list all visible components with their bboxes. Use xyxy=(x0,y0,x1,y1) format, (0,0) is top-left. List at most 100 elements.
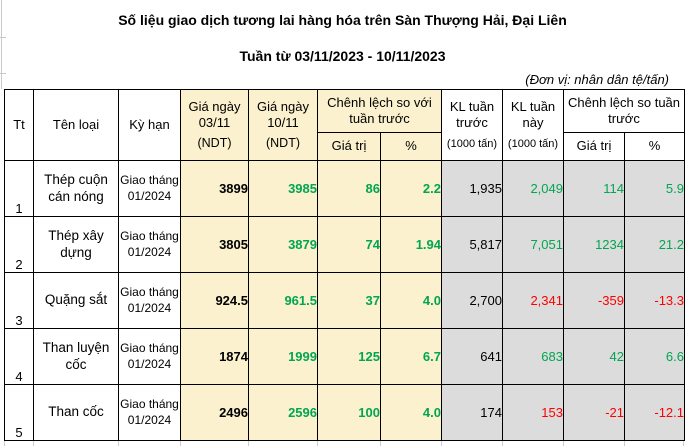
cell-row-number: 2 xyxy=(4,216,34,273)
cell-row-number: 1 xyxy=(4,160,34,217)
col-header-price-diff-group: Chênh lệch so với tuần trước xyxy=(317,89,442,133)
cell-volume-diff-pct: 21.2 xyxy=(624,216,685,273)
cell-volume-now: 2,341 xyxy=(502,272,564,329)
unit-note: (Đơn vị: nhân dân tệ/tấn) xyxy=(525,72,669,87)
cell-price-diff-pct: 4.0 xyxy=(380,384,442,441)
cell-volume-now: 153 xyxy=(502,384,564,441)
page-title: Số liệu giao dịch tương lai hàng hóa trê… xyxy=(118,12,567,28)
sheet-gridline-stub xyxy=(380,441,381,446)
cell-volume-diff-pct: -13.3 xyxy=(624,272,685,329)
sheet-gridline-stub xyxy=(4,441,5,446)
cell-volume-diff-pct: -12.1 xyxy=(624,384,685,441)
header-row-1: Tt Tên loại Kỳ hạn Giá ngày 03/11 (NDT) … xyxy=(4,89,685,161)
cell-contract-term: Giao tháng 01/2024 xyxy=(118,216,181,273)
cell-price-diff-pct: 2.2 xyxy=(380,160,442,217)
cell-commodity-name: Thép xây dựng xyxy=(33,216,119,273)
sheet-gridline-stub xyxy=(683,441,684,446)
col-header-price-diff-value: Giá trị xyxy=(317,132,381,161)
col-header-price-diff-pct: % xyxy=(380,132,442,161)
cell-volume-prev: 1,935 xyxy=(441,160,503,217)
cell-row-number: 4 xyxy=(4,328,34,385)
cell-price-diff-pct: 1.94 xyxy=(380,216,442,273)
cell-price-now: 961.5 xyxy=(248,272,318,329)
cell-price-now: 1999 xyxy=(248,328,318,385)
cell-price-diff-pct: 6.7 xyxy=(380,328,442,385)
col-header-price-prev-label: Giá ngày 03/11 xyxy=(188,99,241,131)
sheet-gridline-stub xyxy=(624,441,625,446)
cell-price-prev: 924.5 xyxy=(180,272,249,329)
cell-price-prev: 2496 xyxy=(180,384,249,441)
col-header-price-prev-unit: (NDT) xyxy=(197,136,232,151)
sheet-gridline-stub xyxy=(118,441,119,446)
cell-volume-diff-pct: 5.9 xyxy=(624,160,685,217)
table-row: 3 Quặng sắt Giao tháng 01/2024 924.5 961… xyxy=(4,272,685,329)
futures-data-table: Tt Tên loại Kỳ hạn Giá ngày 03/11 (NDT) … xyxy=(4,89,685,441)
cell-price-prev: 3805 xyxy=(180,216,249,273)
sheet-gridline-stub xyxy=(502,441,503,446)
cell-volume-prev: 174 xyxy=(441,384,503,441)
sheet-gridline-stub xyxy=(248,441,249,446)
sheet-gridline-stub xyxy=(33,441,34,446)
cell-price-now: 3985 xyxy=(248,160,318,217)
cell-price-now: 2596 xyxy=(248,384,318,441)
cell-price-now: 3879 xyxy=(248,216,318,273)
cell-row-number: 5 xyxy=(4,384,34,441)
col-header-volume-prev-label: KL tuần trước xyxy=(449,99,495,131)
cell-volume-diff-value: 42 xyxy=(563,328,625,385)
cell-volume-prev: 2,700 xyxy=(441,272,503,329)
cell-price-diff-pct: 4.0 xyxy=(380,272,442,329)
cell-volume-diff-value: 1234 xyxy=(563,216,625,273)
cell-contract-term: Giao tháng 01/2024 xyxy=(118,160,181,217)
cell-volume-diff-value: -21 xyxy=(563,384,625,441)
cell-commodity-name: Thép cuộn cán nóng xyxy=(33,160,119,217)
cell-volume-diff-value: 114 xyxy=(563,160,625,217)
col-header-price-prev: Giá ngày 03/11 (NDT) xyxy=(180,89,249,161)
sheet-gridline-tick xyxy=(0,73,6,74)
cell-price-diff-value: 37 xyxy=(317,272,381,329)
cell-price-prev: 3899 xyxy=(180,160,249,217)
page-subtitle: Tuần từ 03/11/2023 - 10/11/2023 xyxy=(239,48,446,64)
col-header-term: Kỳ hạn xyxy=(118,89,181,161)
sheet-gridline-stub xyxy=(317,441,318,446)
cell-volume-diff-pct: 6.6 xyxy=(624,328,685,385)
cell-price-diff-value: 74 xyxy=(317,216,381,273)
sheet-gridline-vertical xyxy=(1,0,2,89)
col-header-volume-diff-group: Chênh lệch so tuần trước xyxy=(563,89,685,133)
sheet-gridline-stub xyxy=(563,441,564,446)
cell-volume-now: 683 xyxy=(502,328,564,385)
table-row: 4 Than luyện cốc Giao tháng 01/2024 1874… xyxy=(4,328,685,385)
col-header-volume-diff-value: Giá trị xyxy=(563,132,625,161)
cell-contract-term: Giao tháng 01/2024 xyxy=(118,328,181,385)
col-header-price-now-label: Giá ngày 10/11 xyxy=(256,99,310,131)
table-row: 5 Than cốc Giao tháng 01/2024 2496 2596 … xyxy=(4,384,685,441)
cell-volume-diff-value: -359 xyxy=(563,272,625,329)
cell-price-diff-value: 86 xyxy=(317,160,381,217)
sheet-gridline-tick xyxy=(0,37,6,38)
col-header-volume-prev: KL tuần trước (1000 tấn) xyxy=(441,89,503,161)
col-header-tt: Tt xyxy=(4,89,34,161)
col-header-volume-diff-pct: % xyxy=(624,132,685,161)
cell-row-number: 3 xyxy=(4,272,34,329)
cell-volume-now: 2,049 xyxy=(502,160,564,217)
cell-volume-prev: 5,817 xyxy=(441,216,503,273)
cell-contract-term: Giao tháng 01/2024 xyxy=(118,384,181,441)
sheet-gridline-stub xyxy=(441,441,442,446)
cell-commodity-name: Quặng sắt xyxy=(33,272,119,329)
cell-commodity-name: Than luyện cốc xyxy=(33,328,119,385)
table-row: 2 Thép xây dựng Giao tháng 01/2024 3805 … xyxy=(4,216,685,273)
cell-contract-term: Giao tháng 01/2024 xyxy=(118,272,181,329)
cell-volume-now: 7,051 xyxy=(502,216,564,273)
col-header-price-now-unit: (NDT) xyxy=(265,136,300,151)
sheet-gridline-stub xyxy=(180,441,181,446)
col-header-volume-now-unit: (1000 tấn) xyxy=(507,138,559,151)
header-row-2: Giá trị % Giá trị % xyxy=(5,132,685,161)
cell-commodity-name: Than cốc xyxy=(33,384,119,441)
table-row: 1 Thép cuộn cán nóng Giao tháng 01/2024 … xyxy=(4,160,685,217)
cell-price-diff-value: 125 xyxy=(317,328,381,385)
col-header-volume-prev-unit: (1000 tấn) xyxy=(446,138,498,151)
cell-price-prev: 1874 xyxy=(180,328,249,385)
col-header-volume-now: KL tuần này (1000 tấn) xyxy=(502,89,564,161)
col-header-price-now: Giá ngày 10/11 (NDT) xyxy=(248,89,318,161)
cell-price-diff-value: 100 xyxy=(317,384,381,441)
